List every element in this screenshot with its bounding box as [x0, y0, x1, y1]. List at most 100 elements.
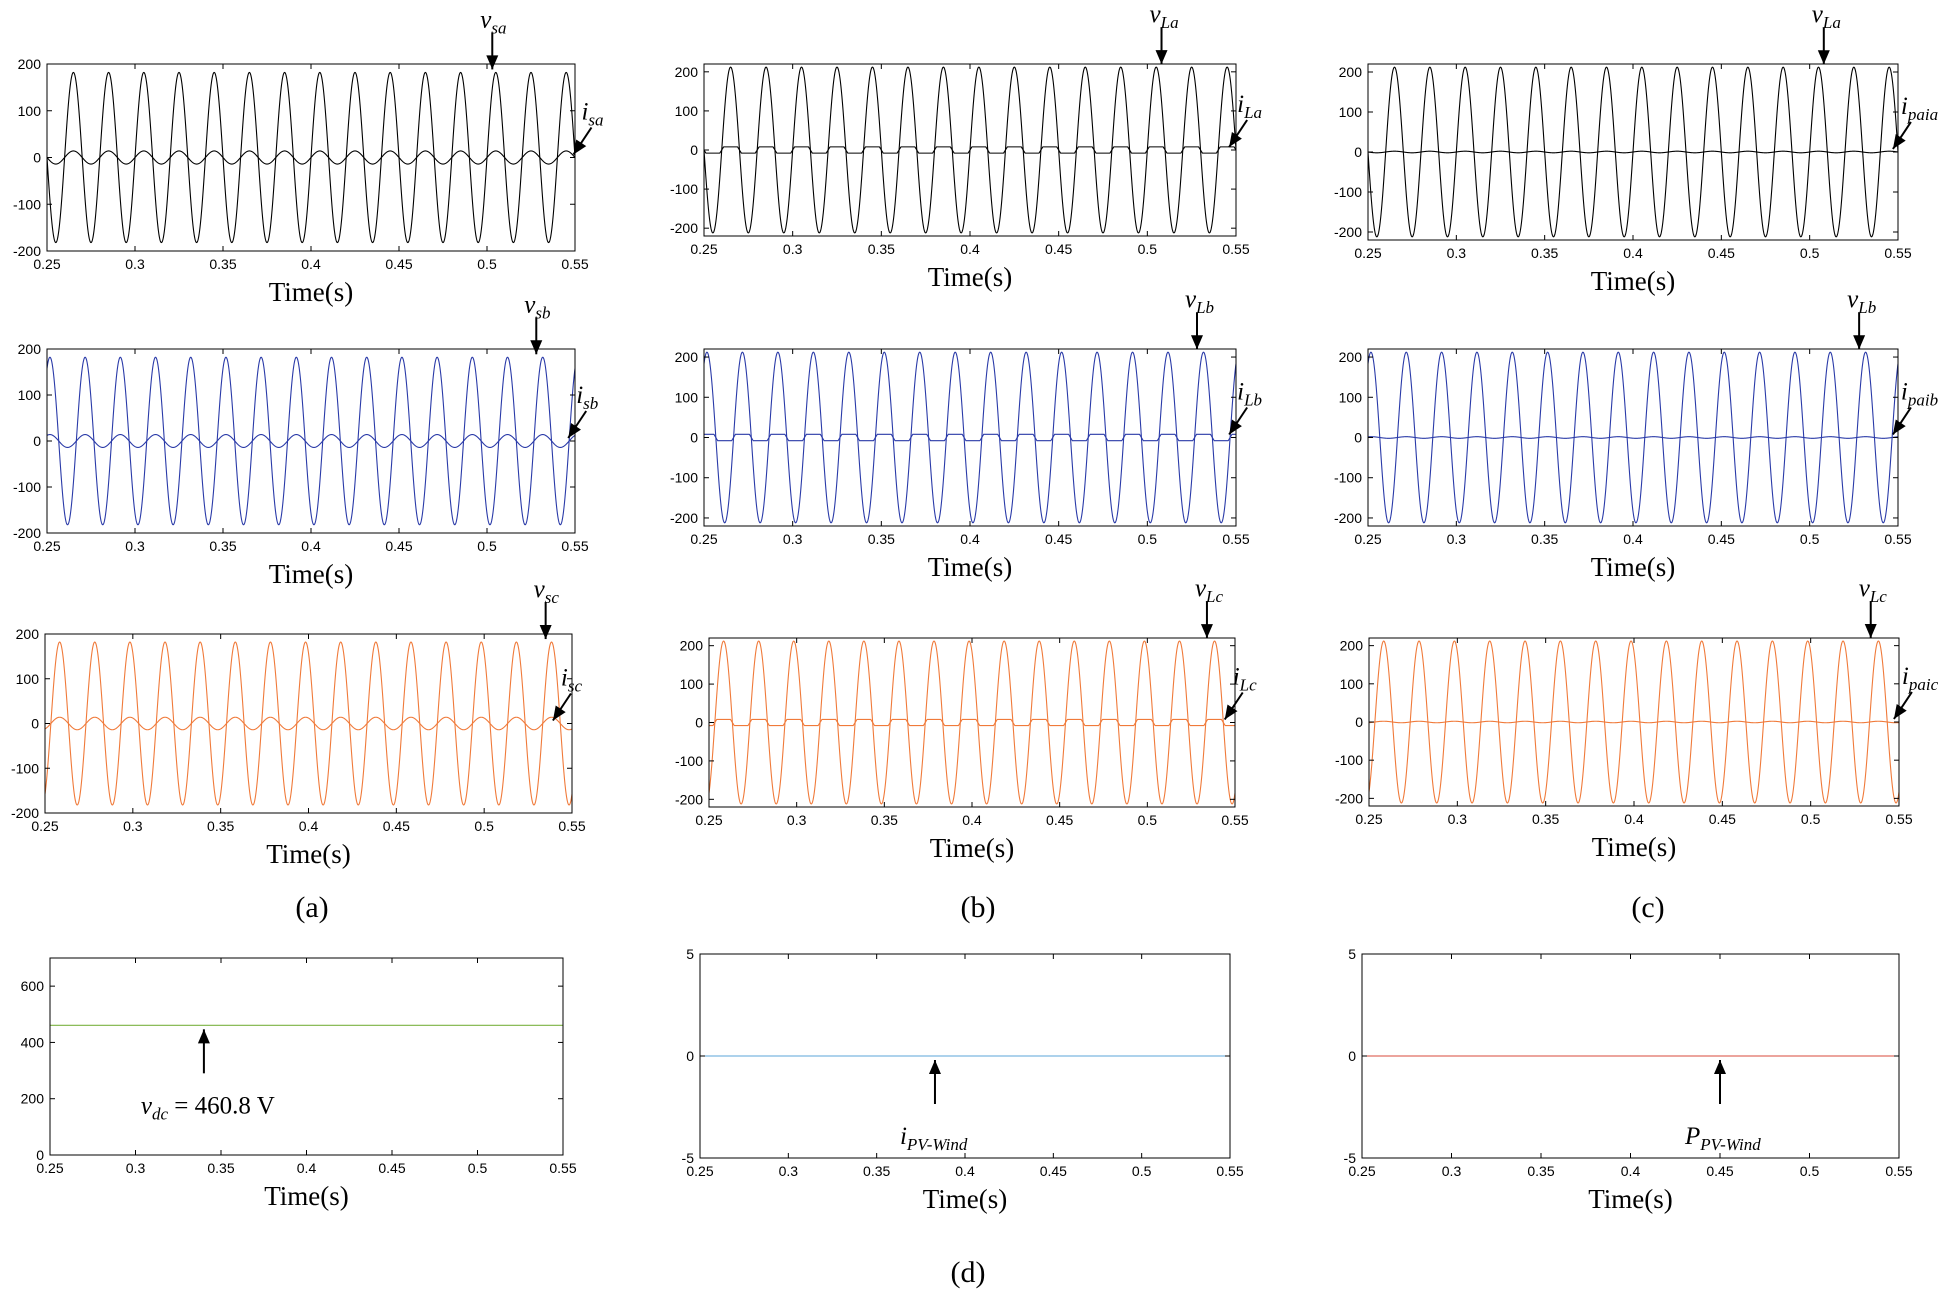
x-tick-label: 0.5 — [477, 538, 497, 554]
annotation-subscript: sb — [535, 303, 550, 322]
x-tick-label: 0.25 — [31, 818, 58, 834]
panel-label-d: (d) — [951, 1256, 986, 1289]
series-annotation: vLc — [1195, 575, 1224, 606]
y-tick-label: -200 — [1334, 224, 1362, 240]
x-tick-label: 0.4 — [1623, 531, 1643, 547]
y-tick-label: 100 — [1339, 389, 1363, 405]
axes-frame — [703, 348, 1237, 527]
annotation-arrowhead — [539, 625, 552, 640]
x-axis-label: Time(s) — [1588, 1184, 1673, 1214]
series-annotation: ipaia — [1901, 93, 1938, 124]
annotation-symbol: v — [1847, 286, 1859, 313]
annotation-subscript: paic — [1908, 675, 1939, 694]
plot-area — [45, 641, 572, 806]
x-axis-label: Time(s) — [1591, 266, 1676, 296]
annotation-symbol: i — [1233, 664, 1240, 691]
x-tick-label: 0.55 — [549, 1160, 576, 1176]
x-axis-label: Time(s) — [930, 833, 1015, 863]
series-v_Lb — [704, 351, 1236, 524]
annotation-symbol: i — [1901, 379, 1908, 406]
annotation-symbol: i — [1901, 93, 1908, 120]
series-annotation: vLc — [1859, 575, 1888, 606]
chart-b2: 0.25 0.3 0.35 0.4 0.45 0.5 0.55 -200 -100 0 100 200… — [670, 286, 1262, 582]
y-tick-label: 0 — [36, 1147, 44, 1163]
series-i_sb — [47, 434, 575, 448]
series-annotation: iLa — [1237, 91, 1262, 122]
annotation-arrowhead — [1892, 134, 1906, 149]
x-tick-label: 0.35 — [207, 818, 234, 834]
plot-area — [47, 356, 575, 526]
axes-frame — [708, 637, 1236, 808]
y-tick-label: 100 — [675, 389, 699, 405]
annotation-subscript: Lb — [1195, 298, 1214, 317]
x-axis-label: Time(s) — [269, 277, 354, 307]
x-tick-label: 0.3 — [787, 812, 807, 828]
x-tick-label: 0.55 — [1885, 1163, 1912, 1179]
annotation-arrowhead — [1200, 624, 1213, 639]
annotation-arrowhead — [530, 340, 543, 355]
annotation-arrowhead — [1155, 50, 1168, 65]
annotation-arrowhead — [1892, 419, 1906, 435]
x-tick-label: 0.5 — [1801, 811, 1821, 827]
y-tick-label: 0 — [31, 716, 39, 732]
y-tick-label: -200 — [13, 243, 41, 259]
series-i_Lc — [709, 718, 1235, 727]
annotation-subscript: Lc — [1869, 587, 1887, 606]
y-tick-label: 100 — [1339, 104, 1363, 120]
y-tick-label: 600 — [21, 978, 45, 994]
x-tick-label: 0.55 — [1216, 1163, 1243, 1179]
x-tick-label: 0.25 — [33, 256, 60, 272]
annotation-subscript: sb — [583, 394, 598, 413]
y-tick-label: 200 — [675, 64, 699, 80]
chart-d1: 0.25 0.3 0.35 0.4 0.45 0.5 0.55 0 200 400 600 Time(… — [21, 957, 577, 1211]
y-tick-label: -100 — [675, 753, 703, 769]
y-tick-label: -100 — [1334, 184, 1362, 200]
y-tick-label: 200 — [680, 638, 704, 654]
y-tick-label: 200 — [18, 56, 42, 72]
series-annotation: vLa — [1150, 1, 1179, 32]
x-tick-label: 0.35 — [1532, 811, 1559, 827]
x-tick-label: 0.45 — [1045, 241, 1072, 257]
x-tick-label: 0.4 — [301, 538, 321, 554]
y-tick-label: 100 — [18, 387, 42, 403]
series-i_paib — [1368, 436, 1898, 439]
chart-a1: 0.25 0.3 0.35 0.4 0.45 0.5 0.55 -200 -100 0 100 200… — [13, 6, 604, 307]
plot-area — [704, 351, 1236, 524]
y-tick-label: -100 — [1335, 752, 1363, 768]
x-tick-label: 0.55 — [1222, 531, 1249, 547]
x-axis-label: Time(s) — [923, 1184, 1008, 1214]
chart-c1: 0.25 0.3 0.35 0.4 0.45 0.5 0.55 -200 -100 0 100 200… — [1334, 1, 1938, 296]
y-tick-label: 100 — [680, 676, 704, 692]
series-v_Lb — [1368, 351, 1898, 524]
series-i_paic — [1369, 720, 1899, 724]
plot-area — [709, 640, 1235, 805]
annotation-arrowhead — [552, 705, 566, 721]
x-tick-label: 0.3 — [779, 1163, 799, 1179]
x-tick-label: 0.25 — [686, 1163, 713, 1179]
x-tick-label: 0.3 — [783, 241, 803, 257]
x-tick-label: 0.5 — [1132, 1163, 1152, 1179]
x-tick-label: 0.25 — [690, 241, 717, 257]
annotation-arrowhead — [1229, 419, 1242, 435]
x-tick-label: 0.4 — [955, 1163, 975, 1179]
plot-area — [1369, 640, 1899, 804]
y-tick-label: 0 — [690, 142, 698, 158]
x-tick-label: 0.5 — [1800, 531, 1820, 547]
y-tick-label: -100 — [13, 479, 41, 495]
x-tick-label: 0.55 — [1885, 811, 1912, 827]
x-tick-label: 0.45 — [383, 818, 410, 834]
annotation-subscript: Lc — [1205, 587, 1223, 606]
series-i_Lb — [704, 433, 1236, 442]
x-tick-label: 0.5 — [1138, 241, 1158, 257]
x-tick-label: 0.25 — [1354, 531, 1381, 547]
x-tick-label: 0.3 — [1447, 531, 1467, 547]
y-tick-label: 200 — [1339, 64, 1363, 80]
y-tick-label: 5 — [686, 946, 694, 962]
annotation-symbol: v — [141, 1092, 153, 1119]
x-tick-label: 0.25 — [36, 1160, 63, 1176]
x-tick-label: 0.35 — [209, 538, 236, 554]
y-tick-label: 0 — [1354, 144, 1362, 160]
annotation-subscript: sc — [568, 677, 583, 696]
x-tick-label: 0.25 — [690, 531, 717, 547]
